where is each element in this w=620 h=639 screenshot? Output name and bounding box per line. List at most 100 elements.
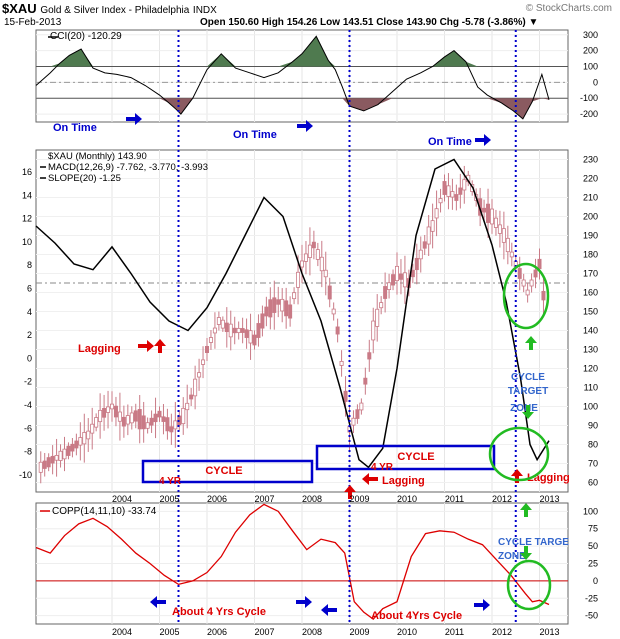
chart-date: 15-Feb-2013	[4, 17, 62, 28]
price-bar	[462, 179, 467, 191]
cci-overbought-fill	[36, 36, 549, 67]
x-tick-label: 2010	[397, 627, 417, 637]
price-bar	[78, 437, 83, 446]
price-right-tick: 100	[583, 402, 598, 412]
price-bar	[201, 359, 206, 365]
price-bar	[42, 460, 47, 469]
about-cycle-label-1: About 4 Yrs Cycle	[172, 606, 266, 618]
lagging-label-1: Lagging	[78, 343, 121, 355]
price-bar	[434, 208, 439, 219]
cci-tick-label: -200	[580, 109, 598, 119]
price-bar	[339, 361, 344, 366]
price-bar	[335, 326, 340, 335]
price-bar	[38, 461, 43, 473]
price-bar	[58, 450, 63, 461]
price-bar	[394, 265, 399, 282]
price-bar	[113, 405, 118, 418]
on-time-label-3: On Time	[428, 136, 472, 148]
lagging-arrow-up-3	[511, 469, 523, 483]
price-bar	[383, 286, 388, 299]
slope-cycle-line	[35, 158, 550, 469]
price-right-tick: 60	[588, 478, 598, 488]
cci-tick-label: 200	[583, 46, 598, 56]
target-circle-1	[502, 262, 550, 330]
x-tick-label: 2005	[159, 627, 179, 637]
price-bar	[446, 185, 451, 197]
price-right-tick: 90	[588, 421, 598, 431]
target-circle-2	[488, 426, 550, 482]
price-bar	[121, 416, 126, 427]
price-right-tick: 140	[583, 326, 598, 336]
x-tick-label: 2007	[254, 494, 274, 504]
cci-oversold-fill	[36, 98, 549, 119]
price-bar	[66, 445, 71, 456]
price-bar	[288, 304, 293, 319]
price-bar	[482, 207, 487, 213]
macd-left-tick: -8	[24, 447, 32, 457]
price-bar	[505, 237, 510, 253]
price-right-tick: 210	[583, 193, 598, 203]
price-bar	[197, 372, 202, 378]
cci-line	[35, 35, 550, 120]
price-bar	[537, 258, 542, 270]
price-bar	[529, 279, 534, 287]
price-bar	[173, 420, 178, 430]
price-bar	[208, 337, 213, 343]
cci-tick-label: -100	[580, 93, 598, 103]
price-right-tick: 170	[583, 269, 598, 279]
price-bar	[54, 454, 59, 461]
price-right-tick: 150	[583, 307, 598, 317]
stockcharts-watermark: © StockCharts.com	[525, 3, 612, 14]
on-time-label-2: On Time	[233, 129, 277, 141]
price-bar	[240, 328, 245, 333]
x-tick-label: 2009	[349, 627, 369, 637]
price-bar	[292, 292, 297, 300]
price-bar	[224, 322, 229, 333]
copp-line	[35, 503, 550, 621]
price-bar	[430, 220, 435, 232]
macd-left-tick: 6	[27, 284, 32, 294]
price-bar	[418, 249, 423, 260]
price-bar	[541, 290, 546, 301]
about-cycle-label-2: About 4Yrs Cycle	[371, 610, 462, 622]
price-bar	[379, 302, 384, 309]
about-cycle-arrow-right-1	[296, 596, 312, 608]
price-bar	[454, 194, 459, 201]
price-right-tick: 160	[583, 288, 598, 298]
price-bar	[450, 191, 455, 198]
price-bar	[355, 409, 360, 419]
price-bar	[343, 390, 348, 402]
macd-left-tick: -6	[24, 423, 32, 433]
ohlc-readout: Open 150.60 High 154.26 Low 143.51 Close…	[200, 17, 539, 28]
price-bar	[402, 272, 407, 288]
copp-tick-label: 0	[593, 576, 598, 586]
copp-tick-label: 75	[588, 524, 598, 534]
price-bar	[497, 224, 502, 234]
price-bar	[533, 269, 538, 278]
price-bar	[442, 181, 447, 195]
price-bar	[414, 257, 419, 271]
macd-left-tick: 16	[22, 167, 32, 177]
price-bar	[102, 408, 107, 418]
target-arrow-up-1	[525, 336, 537, 350]
price-bar	[82, 432, 87, 445]
cci-tick-label: 0	[593, 77, 598, 87]
x-tick-label: 2011	[445, 627, 464, 637]
price-bar	[371, 320, 376, 341]
four-yr-label-1: 4 YR	[159, 476, 182, 487]
copp-tick-label: 50	[588, 541, 598, 551]
macd-left-tick: 2	[27, 330, 32, 340]
price-bar	[232, 327, 237, 334]
copp-tick-label: -50	[585, 611, 598, 621]
lagging-arrow-up-1	[154, 339, 166, 353]
cycle-target-text-2: TARGET	[508, 386, 548, 397]
price-bar	[398, 273, 403, 280]
price-bar	[212, 327, 217, 334]
price-right-tick: 230	[583, 155, 598, 165]
x-tick-label: 2012	[492, 494, 512, 504]
price-bar	[299, 260, 304, 268]
price-bar	[133, 410, 138, 422]
price-bar	[351, 417, 356, 426]
price-bar	[363, 377, 368, 385]
